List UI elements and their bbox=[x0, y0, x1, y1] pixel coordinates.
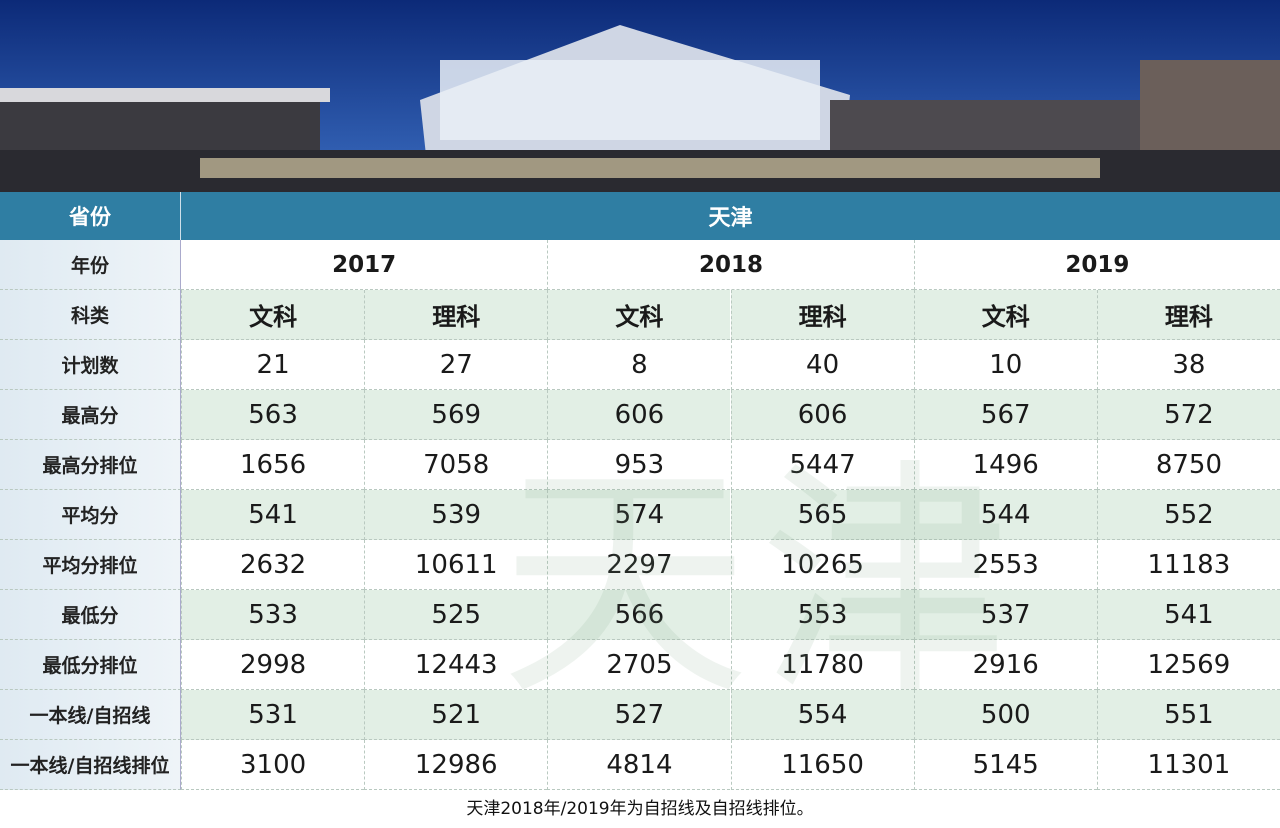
subject-cell: 理科 bbox=[1096, 290, 1280, 340]
value-cell: 11650 bbox=[730, 740, 914, 790]
value-cell: 8 bbox=[547, 340, 731, 390]
value-cell: 1656 bbox=[181, 440, 365, 490]
value-cell: 27 bbox=[364, 340, 548, 390]
value-cell: 10265 bbox=[730, 540, 914, 590]
value-cell: 2297 bbox=[547, 540, 731, 590]
value-cell: 554 bbox=[730, 690, 914, 740]
value-cell: 606 bbox=[730, 390, 914, 440]
value-cell: 10611 bbox=[364, 540, 548, 590]
year-cell: 2017 bbox=[181, 240, 548, 290]
value-cell: 7058 bbox=[364, 440, 548, 490]
value-cell: 566 bbox=[547, 590, 731, 640]
value-cell: 2705 bbox=[547, 640, 731, 690]
header-cell: 天津 bbox=[181, 192, 1280, 240]
value-cell: 5145 bbox=[913, 740, 1097, 790]
value-cell: 953 bbox=[547, 440, 731, 490]
value-cell: 544 bbox=[913, 490, 1097, 540]
subject-cell: 文科 bbox=[181, 290, 365, 340]
value-cell: 10 bbox=[913, 340, 1097, 390]
subject-cell: 文科 bbox=[547, 290, 731, 340]
value-cell: 8750 bbox=[1096, 440, 1280, 490]
row-label: 最低分排位 bbox=[0, 640, 181, 690]
header-cell: 省份 bbox=[0, 192, 181, 240]
row-label: 平均分 bbox=[0, 490, 181, 540]
value-cell: 40 bbox=[730, 340, 914, 390]
value-cell: 572 bbox=[1096, 390, 1280, 440]
value-cell: 551 bbox=[1096, 690, 1280, 740]
value-cell: 574 bbox=[547, 490, 731, 540]
value-cell: 38 bbox=[1096, 340, 1280, 390]
value-cell: 541 bbox=[181, 490, 365, 540]
value-cell: 12569 bbox=[1096, 640, 1280, 690]
value-cell: 4814 bbox=[547, 740, 731, 790]
value-cell: 539 bbox=[364, 490, 548, 540]
value-cell: 537 bbox=[913, 590, 1097, 640]
value-cell: 2998 bbox=[181, 640, 365, 690]
value-cell: 567 bbox=[913, 390, 1097, 440]
value-cell: 533 bbox=[181, 590, 365, 640]
year-cell: 2019 bbox=[913, 240, 1280, 290]
row-label: 最低分 bbox=[0, 590, 181, 640]
banner bbox=[0, 0, 1280, 192]
value-cell: 565 bbox=[730, 490, 914, 540]
value-cell: 1496 bbox=[913, 440, 1097, 490]
subject-cell: 文科 bbox=[913, 290, 1097, 340]
value-cell: 3100 bbox=[181, 740, 365, 790]
value-cell: 563 bbox=[181, 390, 365, 440]
value-cell: 21 bbox=[181, 340, 365, 390]
value-cell: 11183 bbox=[1096, 540, 1280, 590]
subject-cell: 理科 bbox=[730, 290, 914, 340]
footnote: 天津2018年/2019年为自招线及自招线排位。 bbox=[466, 799, 814, 819]
row-label: 计划数 bbox=[0, 340, 181, 390]
value-cell: 552 bbox=[1096, 490, 1280, 540]
value-cell: 11780 bbox=[730, 640, 914, 690]
row-label: 年份 bbox=[0, 240, 181, 290]
value-cell: 11301 bbox=[1096, 740, 1280, 790]
year-cell: 2018 bbox=[547, 240, 914, 290]
value-cell: 521 bbox=[364, 690, 548, 740]
row-label: 科类 bbox=[0, 290, 181, 340]
value-cell: 2632 bbox=[181, 540, 365, 590]
value-cell: 12986 bbox=[364, 740, 548, 790]
value-cell: 541 bbox=[1096, 590, 1280, 640]
value-cell: 525 bbox=[364, 590, 548, 640]
row-label: 一本线/自招线 bbox=[0, 690, 181, 740]
value-cell: 531 bbox=[181, 690, 365, 740]
value-cell: 2553 bbox=[913, 540, 1097, 590]
row-label: 最高分 bbox=[0, 390, 181, 440]
value-cell: 2916 bbox=[913, 640, 1097, 690]
value-cell: 606 bbox=[547, 390, 731, 440]
value-cell: 527 bbox=[547, 690, 731, 740]
row-label: 一本线/自招线排位 bbox=[0, 740, 181, 790]
value-cell: 569 bbox=[364, 390, 548, 440]
value-cell: 553 bbox=[730, 590, 914, 640]
value-cell: 500 bbox=[913, 690, 1097, 740]
row-label: 最高分排位 bbox=[0, 440, 181, 490]
subject-cell: 理科 bbox=[364, 290, 548, 340]
value-cell: 5447 bbox=[730, 440, 914, 490]
row-label: 平均分排位 bbox=[0, 540, 181, 590]
value-cell: 12443 bbox=[364, 640, 548, 690]
